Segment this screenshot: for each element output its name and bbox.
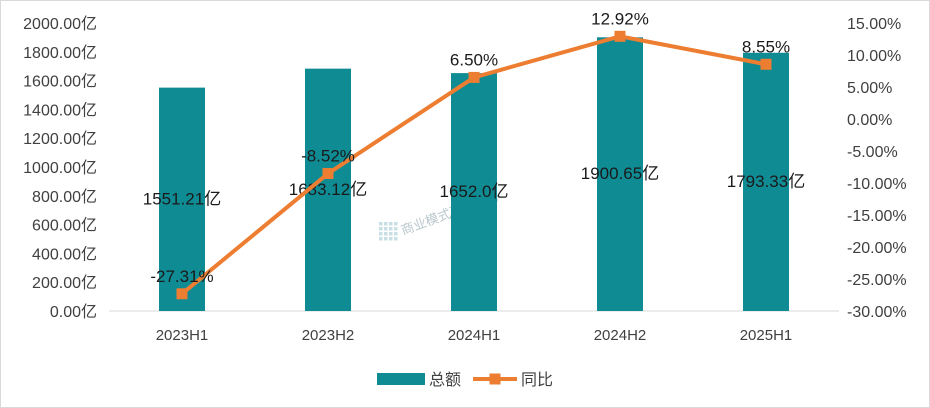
left-axis-tick-label: 0.00亿 — [50, 303, 97, 321]
line-data-label: 8.55% — [742, 37, 790, 56]
right-axis-tick-label: -20.00% — [847, 240, 907, 257]
bar — [597, 37, 643, 312]
right-axis-tick-label: -15.00% — [847, 208, 907, 225]
line-marker — [760, 58, 772, 70]
right-axis-tick-label: -5.00% — [847, 144, 898, 161]
line-series — [176, 30, 772, 300]
watermark-logo — [379, 222, 398, 241]
x-axis-ticks: 2023H1 2023H2 2024H1 2024H2 2025H1 — [156, 327, 793, 344]
bar-data-label: 1683.12亿 — [289, 180, 367, 199]
right-axis-tick-label: -25.00% — [847, 272, 907, 289]
right-axis-tick-label: 0.00% — [847, 112, 892, 129]
bar-series — [159, 37, 789, 312]
left-axis-tick-label: 400.00亿 — [32, 245, 97, 263]
watermark-logo-cell — [379, 237, 383, 241]
left-axis-tick-label: 800.00亿 — [32, 188, 97, 206]
watermark-logo-cell — [389, 232, 393, 236]
bar — [159, 87, 205, 311]
left-axis-tick-label: 1200.00亿 — [23, 130, 97, 148]
line-marker — [322, 168, 334, 180]
watermark-logo-cell — [389, 227, 393, 231]
watermark-logo-cell — [384, 227, 388, 231]
x-axis-tick-label: 2024H2 — [594, 327, 647, 344]
legend-label: 总额 — [429, 371, 461, 389]
watermark-logo-cell — [379, 222, 383, 226]
right-axis-tick-label: 10.00% — [847, 48, 901, 65]
x-axis-tick-label: 2024H1 — [448, 327, 501, 344]
watermark-logo-cell — [394, 227, 398, 231]
watermark-logo-cell — [384, 232, 388, 236]
left-axis-tick-label: 600.00亿 — [32, 217, 97, 235]
legend-item-bar: 总额 — [377, 371, 461, 389]
left-axis-tick-label: 200.00亿 — [32, 274, 97, 292]
line-data-label: -8.52% — [301, 147, 355, 166]
watermark-logo-cell — [379, 232, 383, 236]
legend: 总额 同比 — [377, 371, 553, 389]
bar-data-labels: 1551.21亿 1683.12亿 1652.0亿 1900.65亿 1793.33亿 — [143, 164, 805, 208]
left-axis-ticks: 0.00亿 200.00亿 400.00亿 600.00亿 800.00亿 1000.00… — [23, 15, 97, 321]
bar — [451, 73, 497, 311]
left-axis-tick-label: 1400.00亿 — [23, 101, 97, 119]
legend-swatch-bar — [377, 373, 425, 385]
watermark-logo-cell — [384, 222, 388, 226]
x-axis-tick-label: 2025H1 — [740, 327, 793, 344]
line-marker — [176, 288, 188, 300]
line-data-labels: -27.31% -8.52% 6.50% 12.92% 8.55% — [150, 9, 790, 285]
left-axis-tick-label: 1800.00亿 — [23, 44, 97, 62]
x-axis-tick-label: 2023H2 — [302, 327, 355, 344]
line-marker — [468, 71, 480, 83]
line-data-label: -27.31% — [150, 267, 213, 286]
watermark-logo-cell — [394, 222, 398, 226]
right-axis-tick-label: -30.00% — [847, 304, 907, 321]
line-data-label: 12.92% — [591, 9, 649, 28]
watermark-logo-cell — [384, 237, 388, 241]
left-axis-tick-label: 2000.00亿 — [23, 15, 97, 33]
bar-data-label: 1900.65亿 — [581, 164, 659, 183]
legend-item-line: 同比 — [473, 371, 553, 389]
line-data-label: 6.50% — [450, 50, 498, 69]
watermark-logo-cell — [394, 232, 398, 236]
legend-swatch-marker — [489, 373, 501, 385]
bar — [743, 52, 789, 312]
watermark-logo-cell — [389, 222, 393, 226]
right-axis-ticks: -30.00% -25.00% -20.00% -15.00% -10.00% -5.00… — [847, 16, 907, 321]
bar-data-label: 1551.21亿 — [143, 189, 221, 208]
bar-data-label: 1652.0亿 — [440, 182, 509, 201]
line-marker — [614, 30, 626, 42]
right-axis-tick-label: 15.00% — [847, 16, 901, 33]
watermark-logo-cell — [389, 237, 393, 241]
bar-data-label: 1793.33亿 — [727, 172, 805, 191]
left-axis-tick-label: 1000.00亿 — [23, 159, 97, 177]
left-axis-tick-label: 1600.00亿 — [23, 73, 97, 91]
right-axis-tick-label: -10.00% — [847, 176, 907, 193]
x-axis-tick-label: 2023H1 — [156, 327, 209, 344]
legend-label: 同比 — [521, 371, 553, 389]
watermark-logo-cell — [379, 227, 383, 231]
bar — [305, 68, 351, 311]
right-axis-tick-label: 5.00% — [847, 80, 892, 97]
watermark-logo-cell — [394, 237, 398, 241]
